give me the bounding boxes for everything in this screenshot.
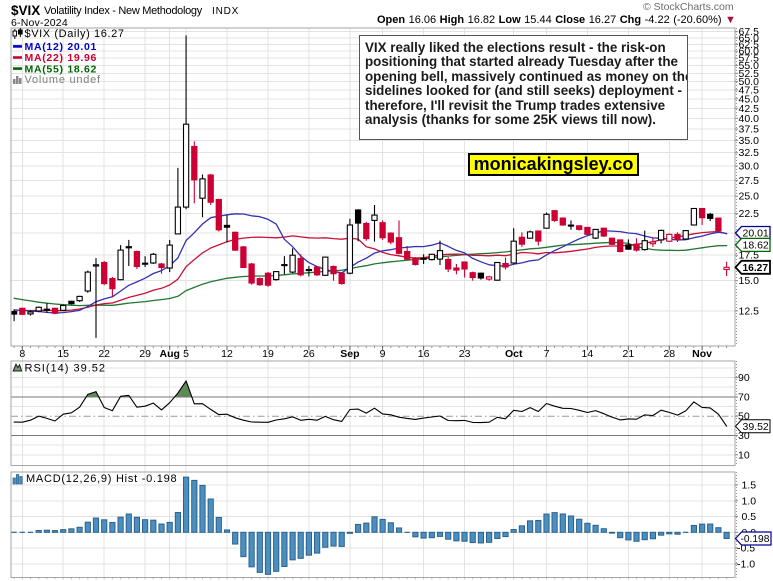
svg-text:12: 12 <box>221 348 233 360</box>
svg-text:57.5: 57.5 <box>739 53 760 65</box>
svg-text:1.5: 1.5 <box>742 480 757 492</box>
svg-text:$VIX (Daily) 16.27: $VIX (Daily) 16.27 <box>25 28 125 40</box>
svg-text:30: 30 <box>738 430 750 442</box>
svg-text:28: 28 <box>663 348 675 360</box>
svg-text:Oct: Oct <box>505 348 523 360</box>
svg-text:1.0: 1.0 <box>742 495 757 507</box>
svg-text:29: 29 <box>139 348 151 360</box>
svg-text:26: 26 <box>303 348 315 360</box>
svg-text:7: 7 <box>544 348 550 360</box>
svg-text:19: 19 <box>262 348 274 360</box>
svg-text:Nov: Nov <box>692 348 712 360</box>
svg-text:23: 23 <box>459 348 471 360</box>
svg-text:25.0: 25.0 <box>739 191 760 203</box>
svg-text:35.0: 35.0 <box>739 135 760 147</box>
svg-text:60.0: 60.0 <box>739 46 760 58</box>
svg-text:0.5: 0.5 <box>742 511 757 523</box>
svg-text:20.01: 20.01 <box>743 228 769 240</box>
svg-text:5: 5 <box>183 348 189 360</box>
svg-text:22: 22 <box>98 348 110 360</box>
svg-text:52.5: 52.5 <box>739 68 760 80</box>
svg-text:10: 10 <box>738 449 750 461</box>
svg-text:40.0: 40.0 <box>739 113 760 125</box>
svg-text:62.5: 62.5 <box>739 39 760 51</box>
svg-text:15: 15 <box>57 348 69 360</box>
svg-text:50.0: 50.0 <box>739 76 760 88</box>
svg-text:-0.198: -0.198 <box>741 534 770 545</box>
svg-text:9: 9 <box>380 348 386 360</box>
svg-text:55.0: 55.0 <box>739 60 760 72</box>
svg-text:MA(12) 20.01: MA(12) 20.01 <box>25 41 98 53</box>
svg-text:MA(55) 18.62: MA(55) 18.62 <box>25 63 98 75</box>
svg-text:Volume undef: Volume undef <box>25 74 101 86</box>
svg-text:47.5: 47.5 <box>739 84 760 96</box>
svg-text:70: 70 <box>738 391 750 403</box>
svg-text:Sep: Sep <box>340 348 359 360</box>
svg-text:MA(22) 19.96: MA(22) 19.96 <box>25 52 98 64</box>
svg-text:30.0: 30.0 <box>739 161 760 173</box>
svg-text:32.5: 32.5 <box>739 147 760 159</box>
svg-text:39.52: 39.52 <box>743 421 769 433</box>
svg-text:22.5: 22.5 <box>739 208 760 220</box>
svg-text:18.62: 18.62 <box>743 239 769 251</box>
svg-text:50: 50 <box>738 411 750 423</box>
svg-text:16: 16 <box>418 348 430 360</box>
svg-text:RSI(14) 39.52: RSI(14) 39.52 <box>25 363 106 375</box>
svg-text:21: 21 <box>623 348 635 360</box>
svg-text:16.27: 16.27 <box>743 263 769 274</box>
svg-text:65.0: 65.0 <box>739 32 760 44</box>
svg-text:27.5: 27.5 <box>739 175 760 187</box>
svg-text:MACD(12,26,9) Hist -0.198: MACD(12,26,9) Hist -0.198 <box>26 473 177 485</box>
svg-text:42.5: 42.5 <box>739 103 760 115</box>
svg-text:67.5: 67.5 <box>739 26 760 38</box>
svg-text:90: 90 <box>738 372 750 384</box>
svg-text:17.5: 17.5 <box>739 250 760 262</box>
svg-text:-1.0: -1.0 <box>737 558 755 570</box>
svg-text:8: 8 <box>19 348 25 360</box>
svg-text:12.5: 12.5 <box>739 305 760 317</box>
svg-text:15.0: 15.0 <box>739 275 760 287</box>
svg-text:45.0: 45.0 <box>739 93 760 105</box>
svg-text:14: 14 <box>582 348 594 360</box>
svg-text:Aug: Aug <box>159 348 179 360</box>
svg-text:37.5: 37.5 <box>739 124 760 136</box>
